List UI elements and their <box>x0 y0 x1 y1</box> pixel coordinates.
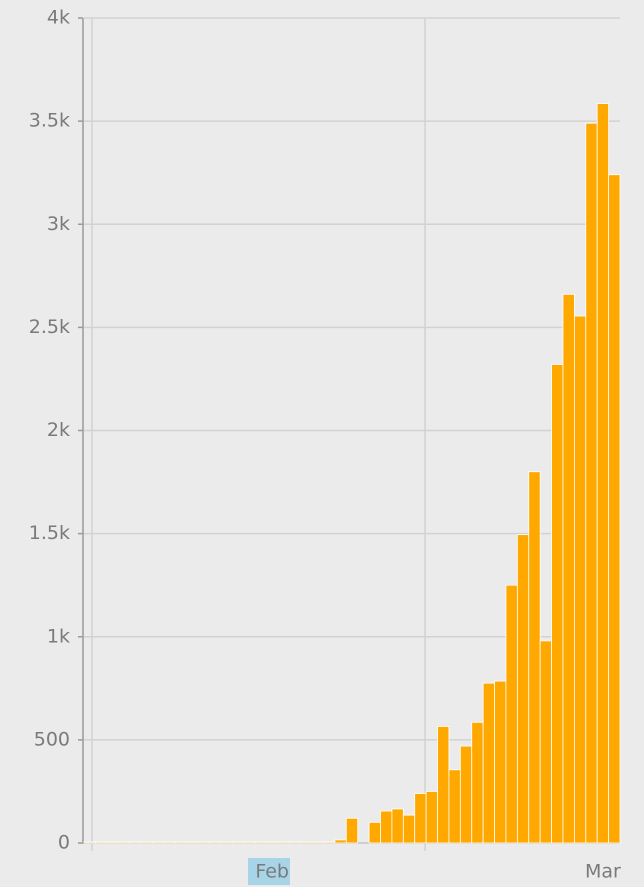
y-tick-label: 2.5k <box>29 316 70 338</box>
label-highlight <box>248 858 290 885</box>
y-tick-label: 1k <box>47 625 70 647</box>
bar <box>368 821 381 844</box>
bar <box>494 680 507 844</box>
y-tick-label: 0 <box>58 832 70 854</box>
bar <box>459 745 473 844</box>
bar <box>380 810 393 844</box>
y-tick-label: 500 <box>34 728 70 750</box>
bar <box>539 640 552 844</box>
bar <box>323 841 336 844</box>
bar <box>288 841 302 844</box>
bar <box>551 364 564 844</box>
bar <box>186 841 199 844</box>
bar <box>311 841 324 844</box>
bar <box>334 839 347 844</box>
bar <box>266 841 279 844</box>
bar <box>197 841 210 844</box>
bar <box>573 315 587 844</box>
bar <box>129 841 142 844</box>
bar <box>95 841 108 844</box>
bar <box>471 721 484 844</box>
bar <box>152 841 165 844</box>
bar <box>425 791 438 844</box>
bar <box>414 793 427 844</box>
bar <box>140 841 153 844</box>
bar <box>209 841 222 844</box>
y-tick-label: 1.5k <box>29 522 70 544</box>
bar <box>106 841 119 844</box>
bar <box>254 841 267 844</box>
y-tick-label: 3.5k <box>29 110 70 132</box>
bar <box>277 841 290 844</box>
bar <box>83 841 96 844</box>
bar <box>345 817 359 844</box>
bar <box>174 841 188 844</box>
y-tick-label: 2k <box>47 419 70 441</box>
bar <box>596 103 609 844</box>
bar <box>231 841 245 844</box>
bar <box>516 534 530 844</box>
bar <box>448 769 461 844</box>
bar <box>608 174 621 844</box>
bar <box>528 471 541 844</box>
bar <box>402 814 416 844</box>
bar <box>585 122 598 844</box>
bar <box>482 682 495 844</box>
bar <box>562 293 575 844</box>
bar <box>391 808 404 844</box>
bar <box>437 726 450 844</box>
bar <box>300 841 313 844</box>
bar <box>243 841 256 844</box>
bar <box>117 841 131 844</box>
x-tick-label: Feb <box>255 861 289 883</box>
bar <box>505 584 518 844</box>
bar <box>163 841 176 844</box>
y-tick-label: 4k <box>47 7 70 29</box>
bar <box>220 841 233 844</box>
x-tick-label: Mar <box>585 861 621 883</box>
y-tick-label: 3k <box>47 213 70 235</box>
